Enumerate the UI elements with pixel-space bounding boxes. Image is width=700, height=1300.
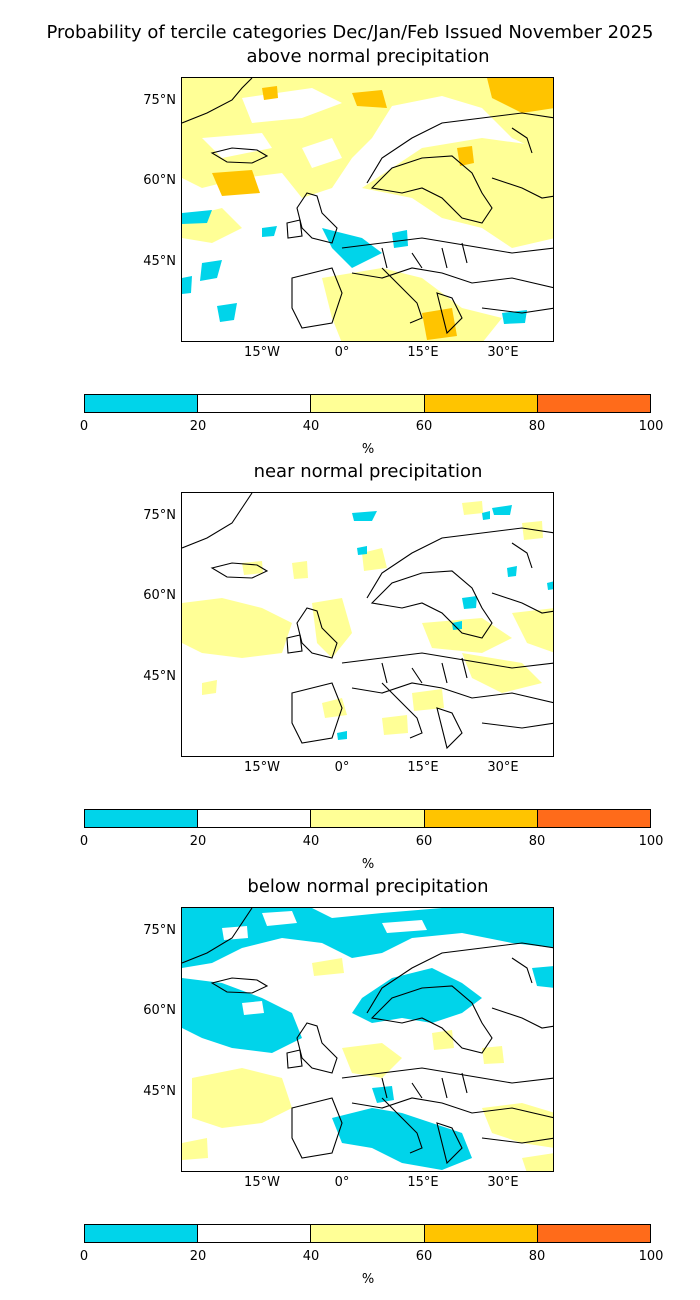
colorbar-tick: 20 <box>189 1249 207 1264</box>
probability-fill-40-60 <box>182 78 553 341</box>
lat-label: 60°N <box>143 173 176 188</box>
colorbar-unit: % <box>361 857 375 872</box>
probability-fill-0-20 <box>182 210 527 324</box>
colorbar-segment-40-60 <box>311 810 425 827</box>
coastlines <box>182 493 553 750</box>
colorbar-segment-20-40 <box>198 1225 312 1242</box>
lat-label: 75°N <box>143 923 176 938</box>
colorbar-tick: 100 <box>638 419 664 434</box>
lon-label: 15°E <box>407 760 439 775</box>
forecast-map <box>181 492 554 757</box>
lon-label: 15°W <box>244 760 280 775</box>
panel-title: near normal precipitation <box>253 461 483 482</box>
colorbar-tick: 60 <box>415 419 433 434</box>
panel-above: above normal precipitation <box>0 46 700 461</box>
lat-label: 60°N <box>143 1003 176 1018</box>
colorbar-segment-60-80 <box>424 395 538 412</box>
colorbar-tick: 80 <box>528 834 546 849</box>
colorbar-segment-40-60 <box>311 395 425 412</box>
colorbar-segment-0-20 <box>85 810 199 827</box>
colorbar-segment-80-100 <box>537 395 651 412</box>
lat-label: 60°N <box>143 588 176 603</box>
colorbar-segment-0-20 <box>85 1225 199 1242</box>
colorbar-tick: 60 <box>415 834 433 849</box>
colorbar-tick: 60 <box>415 1249 433 1264</box>
colorbar-tick: 80 <box>528 419 546 434</box>
lon-label: 0° <box>334 760 350 775</box>
probability-fill-40-60 <box>182 958 553 1171</box>
colorbar-unit: % <box>361 1272 375 1287</box>
panel-near: near normal precipitation <box>0 461 700 876</box>
colorbar-tick: 40 <box>302 834 320 849</box>
colorbar-segment-80-100 <box>537 810 651 827</box>
lon-label: 15°E <box>407 345 439 360</box>
colorbar <box>84 394 651 413</box>
lon-label: 0° <box>334 1175 350 1190</box>
colorbar-tick: 0 <box>79 419 89 434</box>
colorbar-segment-60-80 <box>424 1225 538 1242</box>
panel-title: above normal precipitation <box>246 46 490 67</box>
lon-label: 30°E <box>487 345 519 360</box>
colorbar-tick: 100 <box>638 834 664 849</box>
lat-label: 45°N <box>143 1084 176 1099</box>
forecast-map <box>181 907 554 1172</box>
panel-below: below normal precipitation <box>0 876 700 1291</box>
lon-label: 30°E <box>487 760 519 775</box>
probability-fill-40-60 <box>182 501 553 735</box>
colorbar <box>84 1224 651 1243</box>
lon-label: 15°W <box>244 1175 280 1190</box>
colorbar-segment-20-40 <box>198 395 312 412</box>
lon-label: 30°E <box>487 1175 519 1190</box>
colorbar-tick: 100 <box>638 1249 664 1264</box>
lon-label: 15°E <box>407 1175 439 1190</box>
colorbar-tick: 40 <box>302 1249 320 1264</box>
lat-label: 45°N <box>143 254 176 269</box>
colorbar-segment-80-100 <box>537 1225 651 1242</box>
colorbar-segment-40-60 <box>311 1225 425 1242</box>
lat-label: 45°N <box>143 669 176 684</box>
figure-title: Probability of tercile categories Dec/Ja… <box>46 22 654 43</box>
lat-label: 75°N <box>143 93 176 108</box>
coastlines <box>182 908 553 1165</box>
lat-label: 75°N <box>143 508 176 523</box>
colorbar-segment-60-80 <box>424 810 538 827</box>
probability-fill-0-20 <box>337 505 553 740</box>
colorbar-tick: 0 <box>79 1249 89 1264</box>
colorbar-tick: 80 <box>528 1249 546 1264</box>
forecast-map <box>181 77 554 342</box>
colorbar-tick: 0 <box>79 834 89 849</box>
colorbar-tick: 40 <box>302 419 320 434</box>
colorbar-segment-20-40 <box>198 810 312 827</box>
colorbar <box>84 809 651 828</box>
colorbar-tick: 20 <box>189 419 207 434</box>
colorbar-tick: 20 <box>189 834 207 849</box>
colorbar-unit: % <box>361 442 375 457</box>
lon-label: 15°W <box>244 345 280 360</box>
lon-label: 0° <box>334 345 350 360</box>
colorbar-segment-0-20 <box>85 395 199 412</box>
panel-title: below normal precipitation <box>247 876 489 897</box>
coastlines <box>182 78 553 335</box>
